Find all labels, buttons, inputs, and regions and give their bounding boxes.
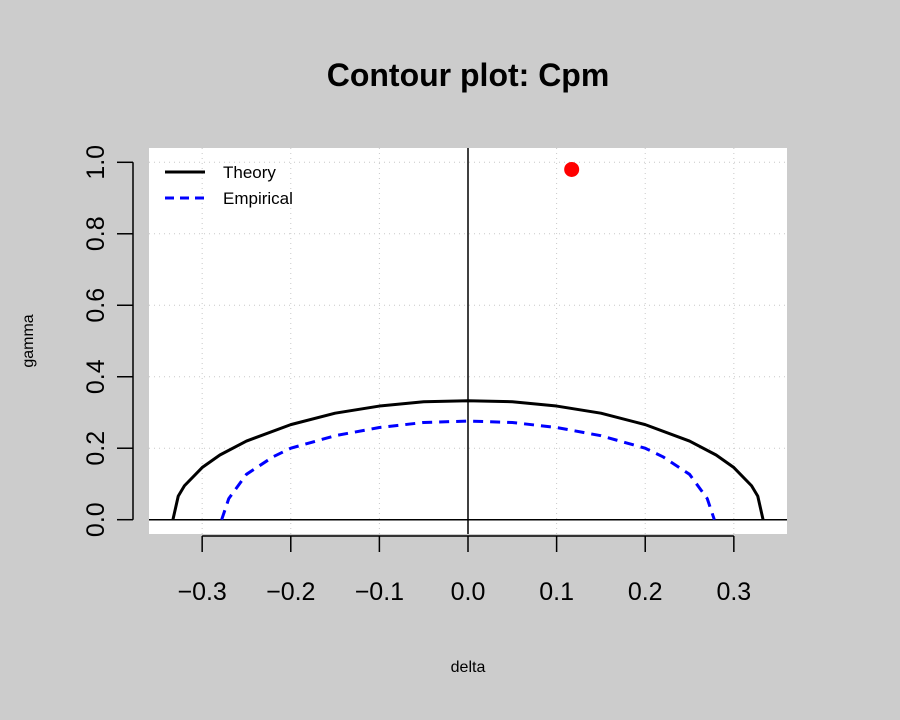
y-tick-label-5: 1.0: [82, 145, 110, 180]
y-tick-label-1: 0.2: [82, 431, 110, 466]
series-line-theory: [171, 399, 765, 521]
x-tick-label-5: 0.2: [628, 578, 663, 606]
reference-lines: [149, 148, 787, 534]
y-tick-label-3: 0.6: [82, 288, 110, 323]
x-tick-label-6: 0.3: [716, 578, 751, 606]
legend-label-theory: Theory: [223, 163, 276, 182]
legend: Theory Empirical: [165, 163, 293, 208]
x-tick-label-3: 0.0: [451, 578, 486, 606]
x-axis: −0.3 −0.2 −0.1 0.0 0.1 0.2 0.3: [177, 535, 751, 606]
legend-label-empirical: Empirical: [223, 189, 293, 208]
y-tick-label-4: 0.8: [82, 216, 110, 251]
data-points: [564, 161, 580, 177]
x-axis-label: delta: [451, 659, 486, 676]
y-tick-label-0: 0.0: [82, 502, 110, 537]
x-tick-label-2: −0.1: [355, 578, 404, 606]
x-tick-label-0: −0.3: [177, 578, 226, 606]
y-axis: 0.0 0.2 0.4 0.6 0.8 1.0: [82, 145, 134, 537]
x-tick-label-1: −0.2: [266, 578, 315, 606]
chart-title: Contour plot: Cpm: [327, 57, 610, 93]
series-line-empirical: [220, 419, 716, 521]
series-lines: [171, 399, 765, 521]
y-tick-label-2: 0.4: [82, 359, 110, 394]
y-axis-label: gamma: [20, 314, 37, 367]
data-point-0: [564, 161, 580, 177]
x-tick-label-4: 0.1: [539, 578, 574, 606]
